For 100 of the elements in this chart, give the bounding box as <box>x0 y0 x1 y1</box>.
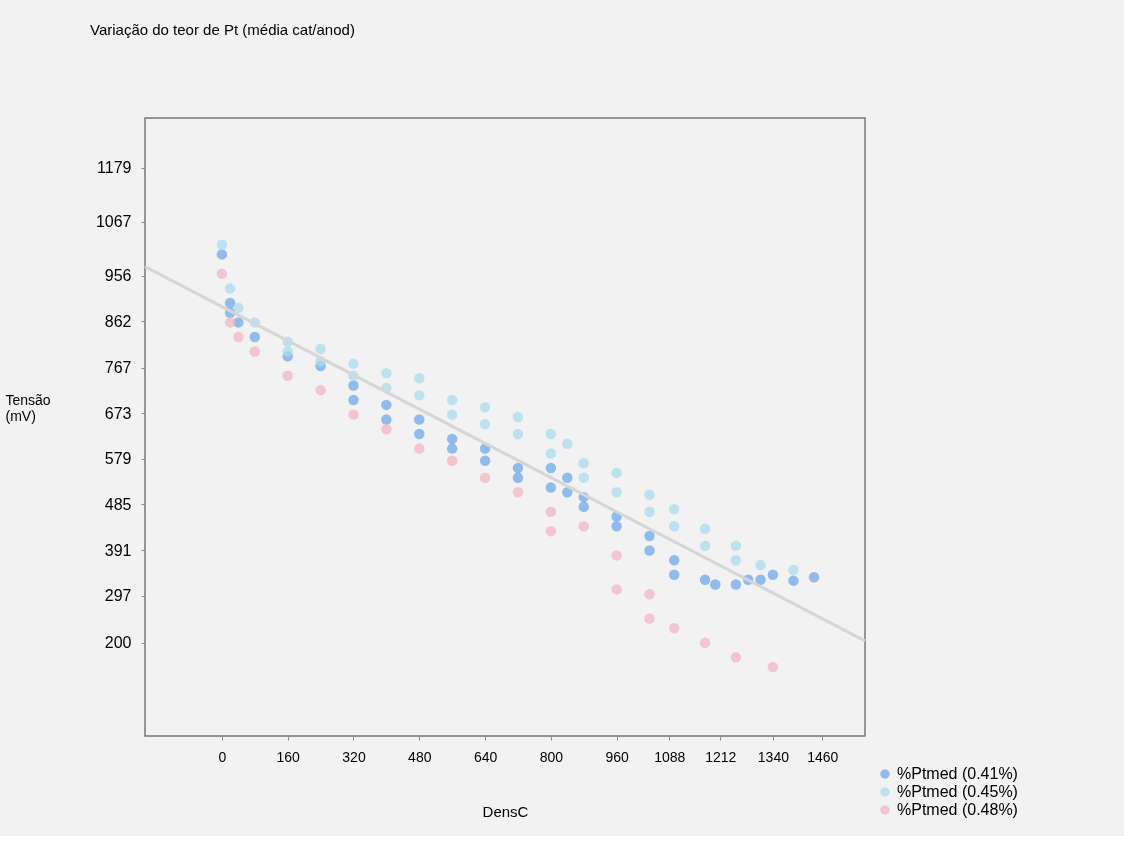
point <box>512 472 524 483</box>
x-tick-label: 800 <box>539 748 564 765</box>
chart-title: Variação do teor de Pt (média cat/anod) <box>90 21 355 38</box>
y-tick-label: 673 <box>104 404 132 422</box>
point <box>578 501 589 513</box>
x-tick-label: 160 <box>276 748 301 765</box>
point <box>233 302 244 314</box>
point <box>348 394 359 406</box>
y-tick-label: 1067 <box>95 213 132 231</box>
point <box>315 385 326 396</box>
x-tick-label: 1212 <box>705 748 737 765</box>
point <box>414 389 425 401</box>
point <box>611 521 622 532</box>
point <box>216 249 228 260</box>
y-tick-label: 767 <box>104 359 132 377</box>
point <box>699 523 711 534</box>
point <box>668 569 680 581</box>
point <box>545 482 557 493</box>
point <box>545 448 557 459</box>
point <box>668 521 680 532</box>
point <box>348 409 359 420</box>
y-tick-label: 956 <box>104 267 132 285</box>
point <box>545 462 557 474</box>
point <box>710 579 721 590</box>
x-tick-label: 480 <box>408 748 432 765</box>
point <box>446 394 458 406</box>
point <box>699 574 711 585</box>
point <box>668 555 680 566</box>
point <box>249 331 261 343</box>
point <box>644 613 655 624</box>
point <box>578 521 589 532</box>
point <box>644 506 655 517</box>
point <box>479 402 491 413</box>
point <box>479 472 491 483</box>
point <box>446 443 458 454</box>
y-tick-label: 1179 <box>97 159 132 177</box>
x-tick-label: 0 <box>218 748 227 765</box>
point <box>479 455 491 466</box>
point <box>562 472 573 483</box>
point <box>512 428 524 440</box>
point <box>668 504 680 515</box>
point <box>224 297 236 309</box>
x-tick-label: 1460 <box>807 748 839 765</box>
point <box>446 433 458 445</box>
y-tick-label: 200 <box>104 634 132 652</box>
point <box>699 637 711 649</box>
y-axis-title: Tensão (mV) <box>5 391 51 424</box>
y-tick-label: 862 <box>104 312 132 330</box>
point <box>512 411 524 423</box>
point <box>668 622 680 634</box>
point <box>414 443 425 454</box>
point <box>414 372 425 384</box>
point <box>479 419 491 430</box>
point <box>233 331 244 343</box>
point <box>512 462 524 474</box>
point <box>381 414 392 425</box>
point <box>224 283 236 294</box>
legend-label: %Ptmed (0.48%) <box>897 801 1018 818</box>
point <box>414 414 425 425</box>
point <box>730 555 742 566</box>
point <box>348 358 359 369</box>
point <box>611 467 622 479</box>
point <box>216 239 228 250</box>
point <box>224 317 236 328</box>
x-tick-label: 1340 <box>757 748 790 765</box>
point <box>767 661 779 673</box>
point <box>381 368 392 379</box>
x-tick-label: 320 <box>342 748 366 765</box>
point <box>249 346 261 357</box>
y-tick-label: 485 <box>104 495 132 513</box>
point <box>644 545 655 556</box>
point <box>562 438 573 449</box>
point <box>730 579 742 590</box>
point <box>545 506 557 517</box>
point <box>348 380 359 391</box>
point <box>578 472 589 483</box>
point <box>611 487 622 498</box>
point <box>512 487 524 498</box>
point <box>545 428 557 440</box>
point <box>730 540 742 551</box>
x-tick-label: 640 <box>473 748 498 765</box>
point <box>282 346 293 357</box>
point <box>730 652 742 663</box>
point <box>644 530 655 542</box>
y-tick-label: 391 <box>104 541 132 559</box>
point <box>767 569 779 581</box>
point <box>446 409 458 420</box>
point <box>446 455 458 466</box>
point <box>699 540 711 551</box>
point <box>315 343 326 355</box>
legend-label: %Ptmed (0.41%) <box>897 765 1018 782</box>
point <box>808 572 820 583</box>
point <box>562 487 573 498</box>
point <box>611 584 622 595</box>
point <box>282 370 293 382</box>
point <box>578 457 589 469</box>
x-tick-label: 1088 <box>654 748 686 765</box>
point <box>755 574 766 585</box>
point <box>545 525 557 537</box>
point <box>611 550 622 561</box>
